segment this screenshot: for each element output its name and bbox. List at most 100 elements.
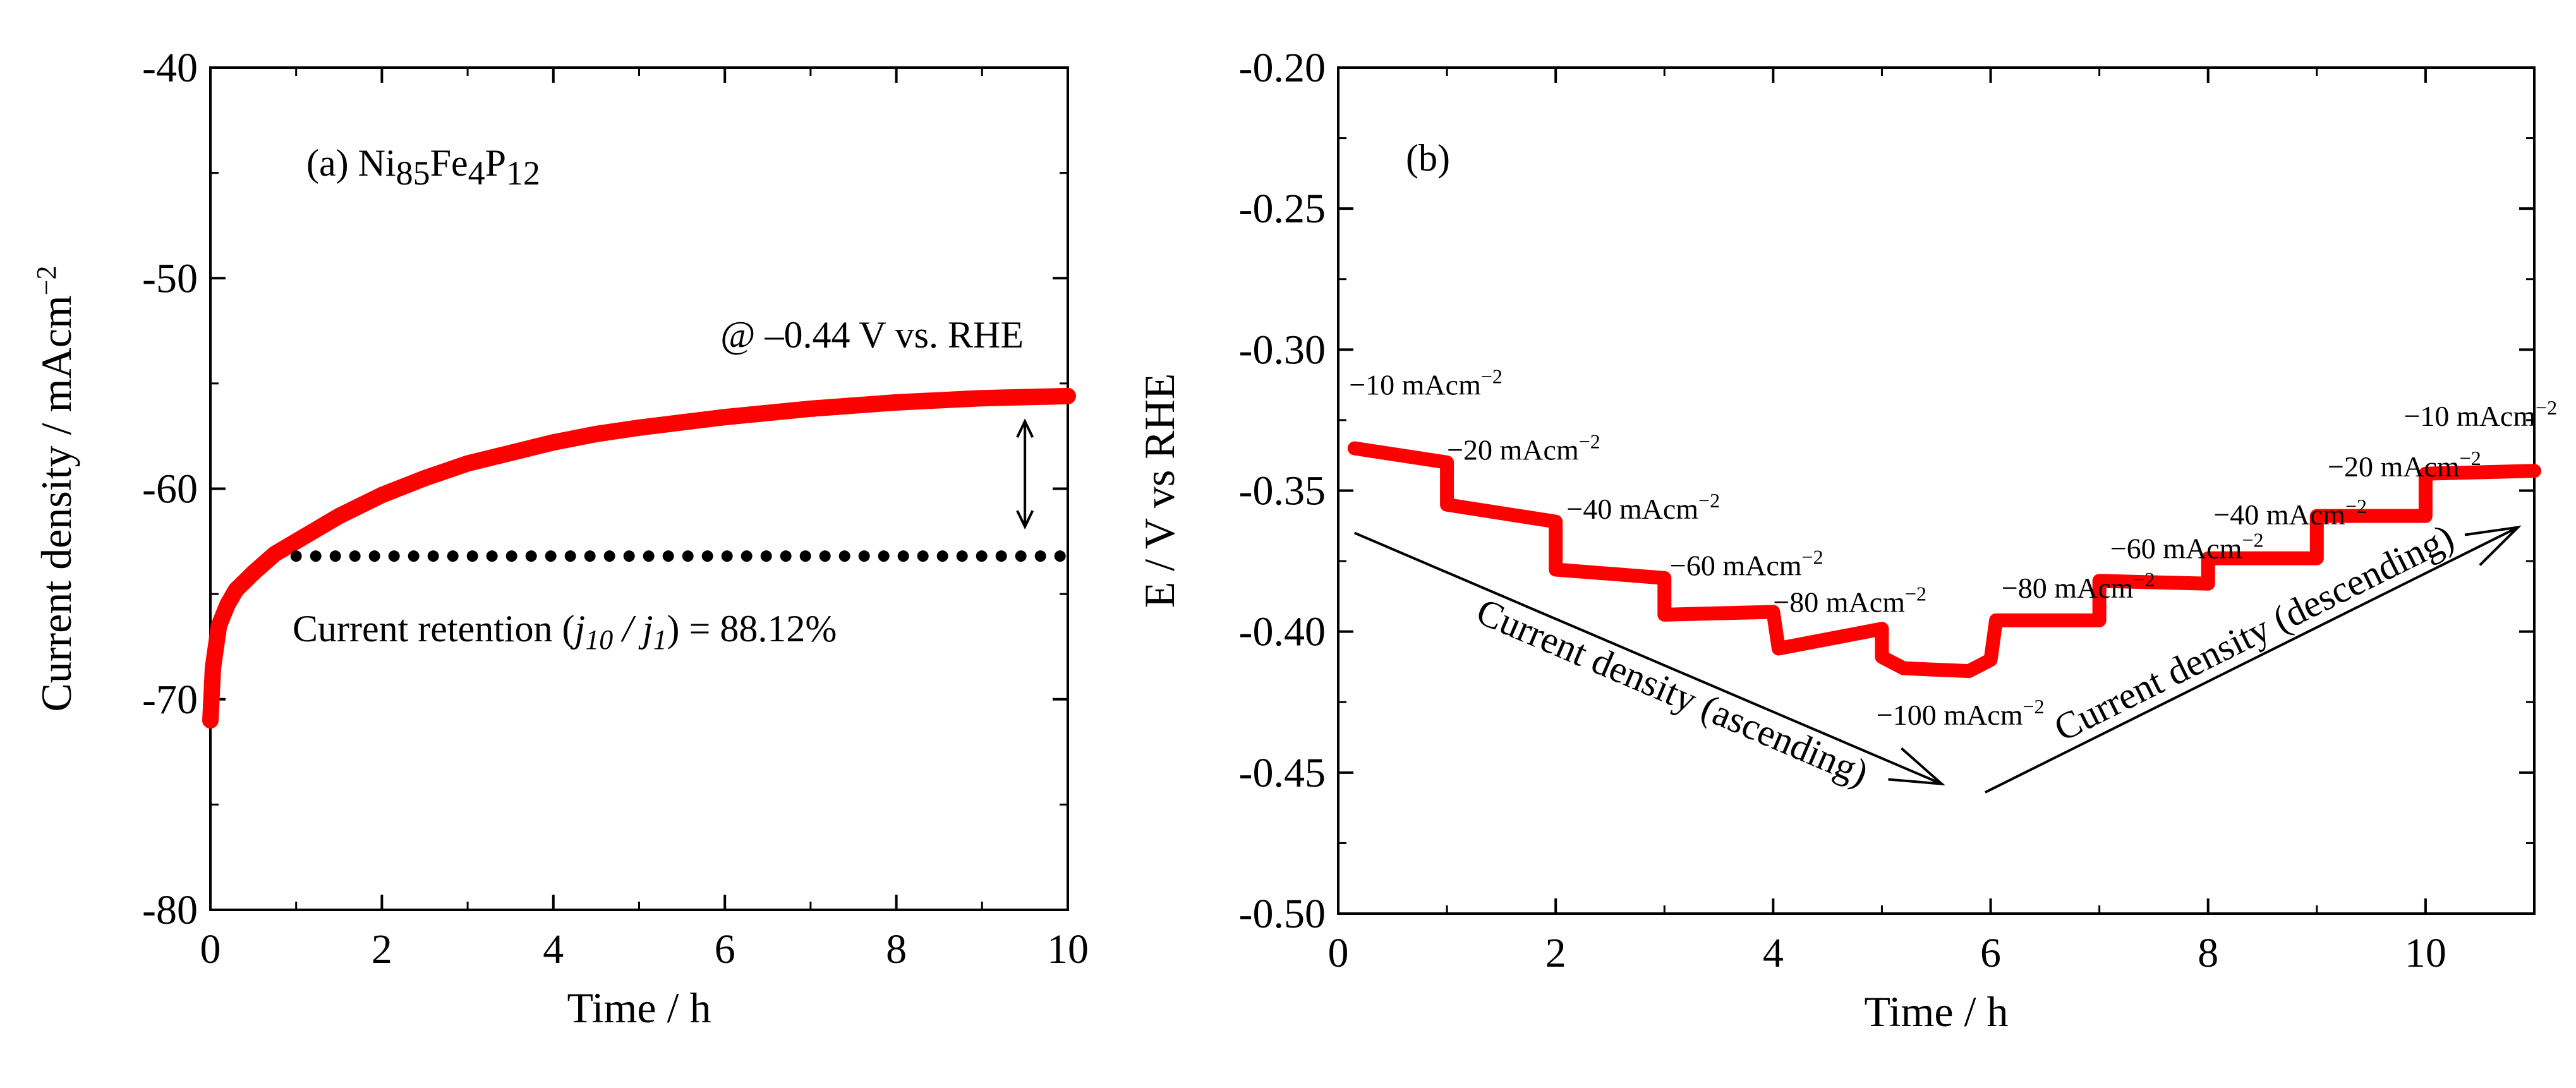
step-current-superscript: −2 (2023, 695, 2044, 718)
reference-dot (643, 550, 655, 562)
y-axis-title: Current density / mAcm−2 (31, 266, 81, 712)
step-current-superscript: −2 (1698, 489, 1720, 512)
reference-dot (388, 550, 400, 562)
plot-frame (1337, 66, 2536, 915)
step-current-label: −10 mAcm−2 (2404, 396, 2557, 432)
reference-dot (838, 550, 850, 562)
step-current-label: −60 mAcm−2 (2110, 529, 2264, 565)
reference-dots (290, 550, 1066, 562)
reference-dot (623, 550, 635, 562)
reference-dot (466, 550, 478, 562)
reference-dot (329, 550, 341, 562)
step-current-value: −60 mAcm (2110, 533, 2242, 565)
step-current-label: −60 mAcm−2 (1670, 545, 1823, 581)
reference-dot (290, 550, 302, 562)
y-tick-label: -0.50 (1239, 891, 1326, 937)
composition-element-ni: Ni (358, 142, 396, 184)
y-tick-label: -0.20 (1239, 45, 1326, 91)
chronopotentiometry-curve (1347, 441, 2541, 679)
y-tick-label: -0.40 (1239, 609, 1326, 655)
panel-a-current-density-plot: 0 2 4 6 8 10 -80 -70 -60 -50 -40 Time / h Current de… (31, 45, 1089, 1032)
trend-arrow-line (1985, 526, 2519, 794)
reference-dot (1034, 550, 1046, 562)
step-current-label: −100 mAcm−2 (1877, 695, 2045, 731)
y-tick-label: -0.30 (1239, 327, 1326, 373)
trend-arrowhead (1888, 747, 1945, 786)
reference-dot (1054, 550, 1066, 562)
y-axis-title-main: Current density / mAcm (32, 295, 80, 711)
step-current-superscript: −2 (2133, 568, 2155, 591)
reference-dot (662, 550, 674, 562)
step-current-value: −80 mAcm (1773, 586, 1905, 618)
step-current-label: −20 mAcm−2 (2328, 447, 2481, 483)
reference-dot (976, 550, 988, 562)
reference-dot (858, 550, 870, 562)
step-current-superscript: −2 (2345, 495, 2367, 517)
reference-dot (349, 550, 361, 562)
retention-subscript: 10 (585, 624, 613, 655)
x-tick-label: 8 (2198, 930, 2218, 976)
reference-dot (408, 550, 420, 562)
reference-dot (584, 550, 596, 562)
y-tick-label: -0.45 (1239, 750, 1326, 796)
reference-dot (682, 550, 694, 562)
x-tick-label: 6 (715, 926, 735, 972)
step-current-value: −60 mAcm (1670, 549, 1802, 581)
x-tick-label: 0 (1328, 930, 1349, 976)
retention-curve (202, 387, 1076, 729)
retention-annotation: Current retention (j10 / j1) = 88.12% (293, 608, 837, 655)
step-current-superscript: −2 (2242, 529, 2263, 552)
x-tick-label: 2 (1545, 930, 1566, 976)
reference-dot (721, 550, 733, 562)
reference-dot (447, 550, 459, 562)
reference-dot (545, 550, 557, 562)
potential-condition: @ –0.44 V vs. RHE (720, 314, 1024, 356)
step-current-value: −100 mAcm (1877, 699, 2023, 731)
step-current-value: −10 mAcm (1349, 369, 1481, 401)
step-current-superscript: −2 (2460, 447, 2481, 469)
step-current-value: −40 mAcm (2213, 499, 2345, 531)
retention-suffix: ) = 88.12% (667, 608, 837, 650)
y-tick-label: -40 (142, 45, 198, 91)
y-tick-label: -0.35 (1239, 468, 1326, 514)
composition-element-p: P (485, 142, 506, 184)
y-axis-title: E / V vs RHE (1135, 373, 1183, 608)
x-tick-label: 6 (1980, 930, 2001, 976)
x-tick-label: 4 (1763, 930, 1784, 976)
reference-dot (995, 550, 1007, 562)
step-current-superscript: −2 (2536, 396, 2557, 419)
step-current-value: −40 mAcm (1566, 493, 1698, 525)
y-tick-label: -50 (142, 255, 198, 301)
step-current-superscript: −2 (1905, 582, 1926, 605)
composition-subscript: 4 (468, 154, 485, 192)
x-tick-label: 4 (543, 926, 564, 972)
panel-b-potential-plot: 0 2 4 6 8 10 -0.50 -0.45 -0.40 -0.35 -0.30 -0.25 -0.… (1135, 45, 2557, 1036)
reference-dot (741, 550, 753, 562)
x-tick-label: 10 (1047, 926, 1089, 972)
step-current-label: −20 mAcm−2 (1447, 430, 1600, 466)
step-current-superscript: −2 (1802, 545, 1823, 568)
panel-b-label: (b) (1406, 137, 1450, 179)
panel-a-title: (a) Ni85Fe4P12 (306, 142, 540, 192)
reference-dot (310, 550, 322, 562)
reference-dot (917, 550, 929, 562)
reference-dot (701, 550, 713, 562)
retention-arrowhead-top (1016, 418, 1034, 438)
reference-dot (956, 550, 968, 562)
reference-dot (760, 550, 772, 562)
retention-subscript: 1 (653, 624, 667, 655)
step-current-value: −20 mAcm (2328, 450, 2460, 483)
x-axis-title: Time / h (567, 984, 711, 1032)
composition-subscript: 12 (506, 154, 540, 192)
step-current-label: −10 mAcm−2 (1349, 365, 1503, 401)
x-tick-label: 8 (886, 926, 907, 972)
reference-dot (819, 550, 831, 562)
reference-dot (897, 550, 909, 562)
reference-dot (505, 550, 517, 562)
y-tick-label: -0.25 (1239, 186, 1326, 232)
step-current-superscript: −2 (1579, 430, 1600, 452)
step-current-label: −40 mAcm−2 (1566, 489, 1720, 525)
x-tick-label: 10 (2405, 930, 2446, 976)
x-tick-label: 2 (372, 926, 392, 972)
